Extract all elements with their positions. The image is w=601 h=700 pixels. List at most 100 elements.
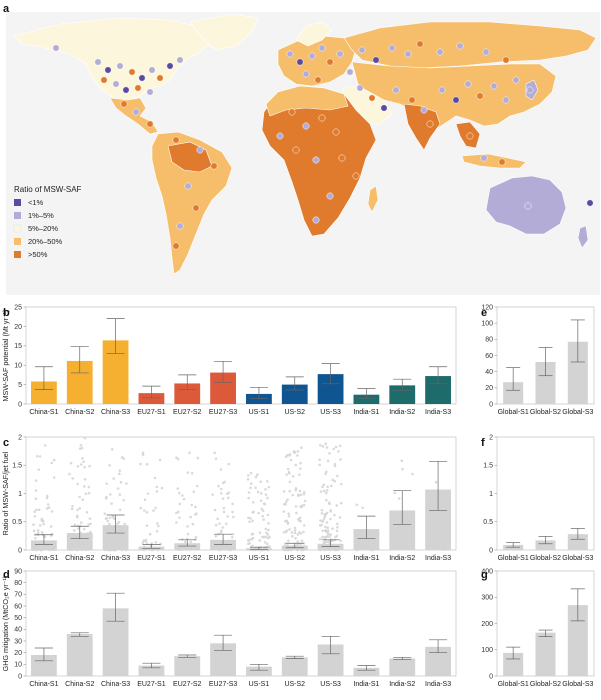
data-point (219, 531, 223, 534)
map-city-dots (52, 40, 594, 250)
data-point (339, 482, 343, 486)
y-tick-label: 40 (485, 369, 493, 376)
data-point (79, 546, 82, 549)
data-point (178, 516, 181, 519)
category-label: EU27-S3 (209, 681, 238, 688)
data-point (214, 457, 218, 460)
data-point (265, 531, 268, 535)
data-point (318, 458, 321, 462)
data-point (443, 523, 446, 527)
data-point (194, 538, 197, 541)
data-point (39, 548, 43, 552)
y-tick-label: 40 (14, 627, 22, 634)
data-point (302, 490, 306, 494)
chart-b-msw-saf-potential: 0 5 10 15 20 25 MSW-SAF potential (Mt yr⁻¹) Chi… (1, 304, 457, 416)
data-point (124, 545, 127, 549)
data-point (222, 506, 226, 510)
data-point (38, 545, 41, 549)
data-point (296, 533, 300, 536)
data-point (248, 541, 252, 545)
data-point (361, 506, 364, 510)
chart-c-ratio-jet-fuel: 0 0.5 1 1.5 2 Ratio of MSW-SAF/jet fuel China-… (1, 434, 457, 562)
data-point (178, 502, 182, 506)
data-point (290, 531, 294, 534)
data-point (157, 524, 160, 528)
data-point (441, 512, 445, 516)
data-point (266, 496, 269, 500)
data-point (175, 456, 178, 459)
data-point (330, 484, 333, 488)
bar (353, 667, 380, 676)
category-label: China-S2 (65, 555, 94, 562)
y-tick-label: 120 (481, 304, 493, 311)
data-point (259, 480, 263, 484)
data-point (261, 514, 265, 518)
data-point (145, 462, 149, 466)
y-tick-label: 60 (485, 353, 493, 360)
data-point (191, 522, 195, 526)
data-point (182, 497, 186, 501)
data-point (338, 516, 342, 519)
legend-title: Ratio of MSW-SAF (14, 185, 82, 194)
data-point (145, 510, 149, 514)
data-point (221, 481, 225, 485)
data-point (329, 533, 332, 536)
data-point (318, 463, 321, 467)
data-point (192, 547, 196, 551)
plot-frame (25, 306, 457, 405)
data-point (397, 497, 401, 500)
data-point (47, 506, 51, 510)
data-point (82, 527, 86, 531)
data-point (336, 474, 339, 478)
data-point (251, 519, 254, 523)
data-point (226, 515, 229, 518)
data-point (220, 492, 223, 495)
data-point (116, 522, 119, 525)
data-point (261, 509, 265, 513)
data-point (122, 498, 125, 502)
data-point (117, 540, 120, 544)
data-point (111, 543, 115, 546)
y-tick-label: 0 (18, 673, 22, 680)
data-point (325, 521, 329, 524)
data-point (80, 446, 84, 450)
data-point (231, 544, 234, 547)
data-point (320, 512, 324, 515)
chart-f-global-ratio: 0 0.5 1 1.5 2 Global-S1 Global-S2 Global-S3 (483, 434, 595, 562)
data-point (326, 531, 329, 534)
data-point (323, 536, 326, 539)
legend-label-1: <1% (28, 198, 44, 207)
chart-d-ghg-mitigation: 0 10 20 30 40 50 60 70 80 90 GHG mitigation (MtCO₂… (1, 568, 457, 688)
data-point (74, 546, 77, 550)
data-point (153, 476, 157, 480)
y-tick-label: 80 (485, 337, 493, 344)
data-point (296, 543, 300, 546)
data-point (176, 487, 180, 490)
bar (389, 385, 416, 404)
data-point (321, 519, 324, 523)
data-point (394, 538, 397, 542)
bar (31, 655, 57, 676)
data-point (329, 517, 332, 521)
data-point (52, 458, 56, 462)
bar (31, 381, 57, 404)
category-label: China-S3 (101, 681, 130, 688)
data-point (75, 543, 78, 547)
data-point (72, 529, 76, 532)
data-point (186, 532, 190, 536)
y-tick-label: 0 (18, 401, 22, 408)
data-point (192, 490, 196, 493)
data-point (115, 545, 119, 549)
data-point (302, 523, 306, 527)
data-point (283, 542, 287, 545)
data-point (211, 544, 215, 547)
data-point (284, 530, 288, 534)
data-point (175, 511, 178, 515)
data-point (218, 522, 221, 526)
data-point (142, 545, 146, 549)
data-point (264, 527, 268, 531)
data-point (219, 529, 223, 533)
data-point (124, 548, 128, 552)
data-point (322, 517, 326, 521)
data-point (103, 533, 106, 536)
